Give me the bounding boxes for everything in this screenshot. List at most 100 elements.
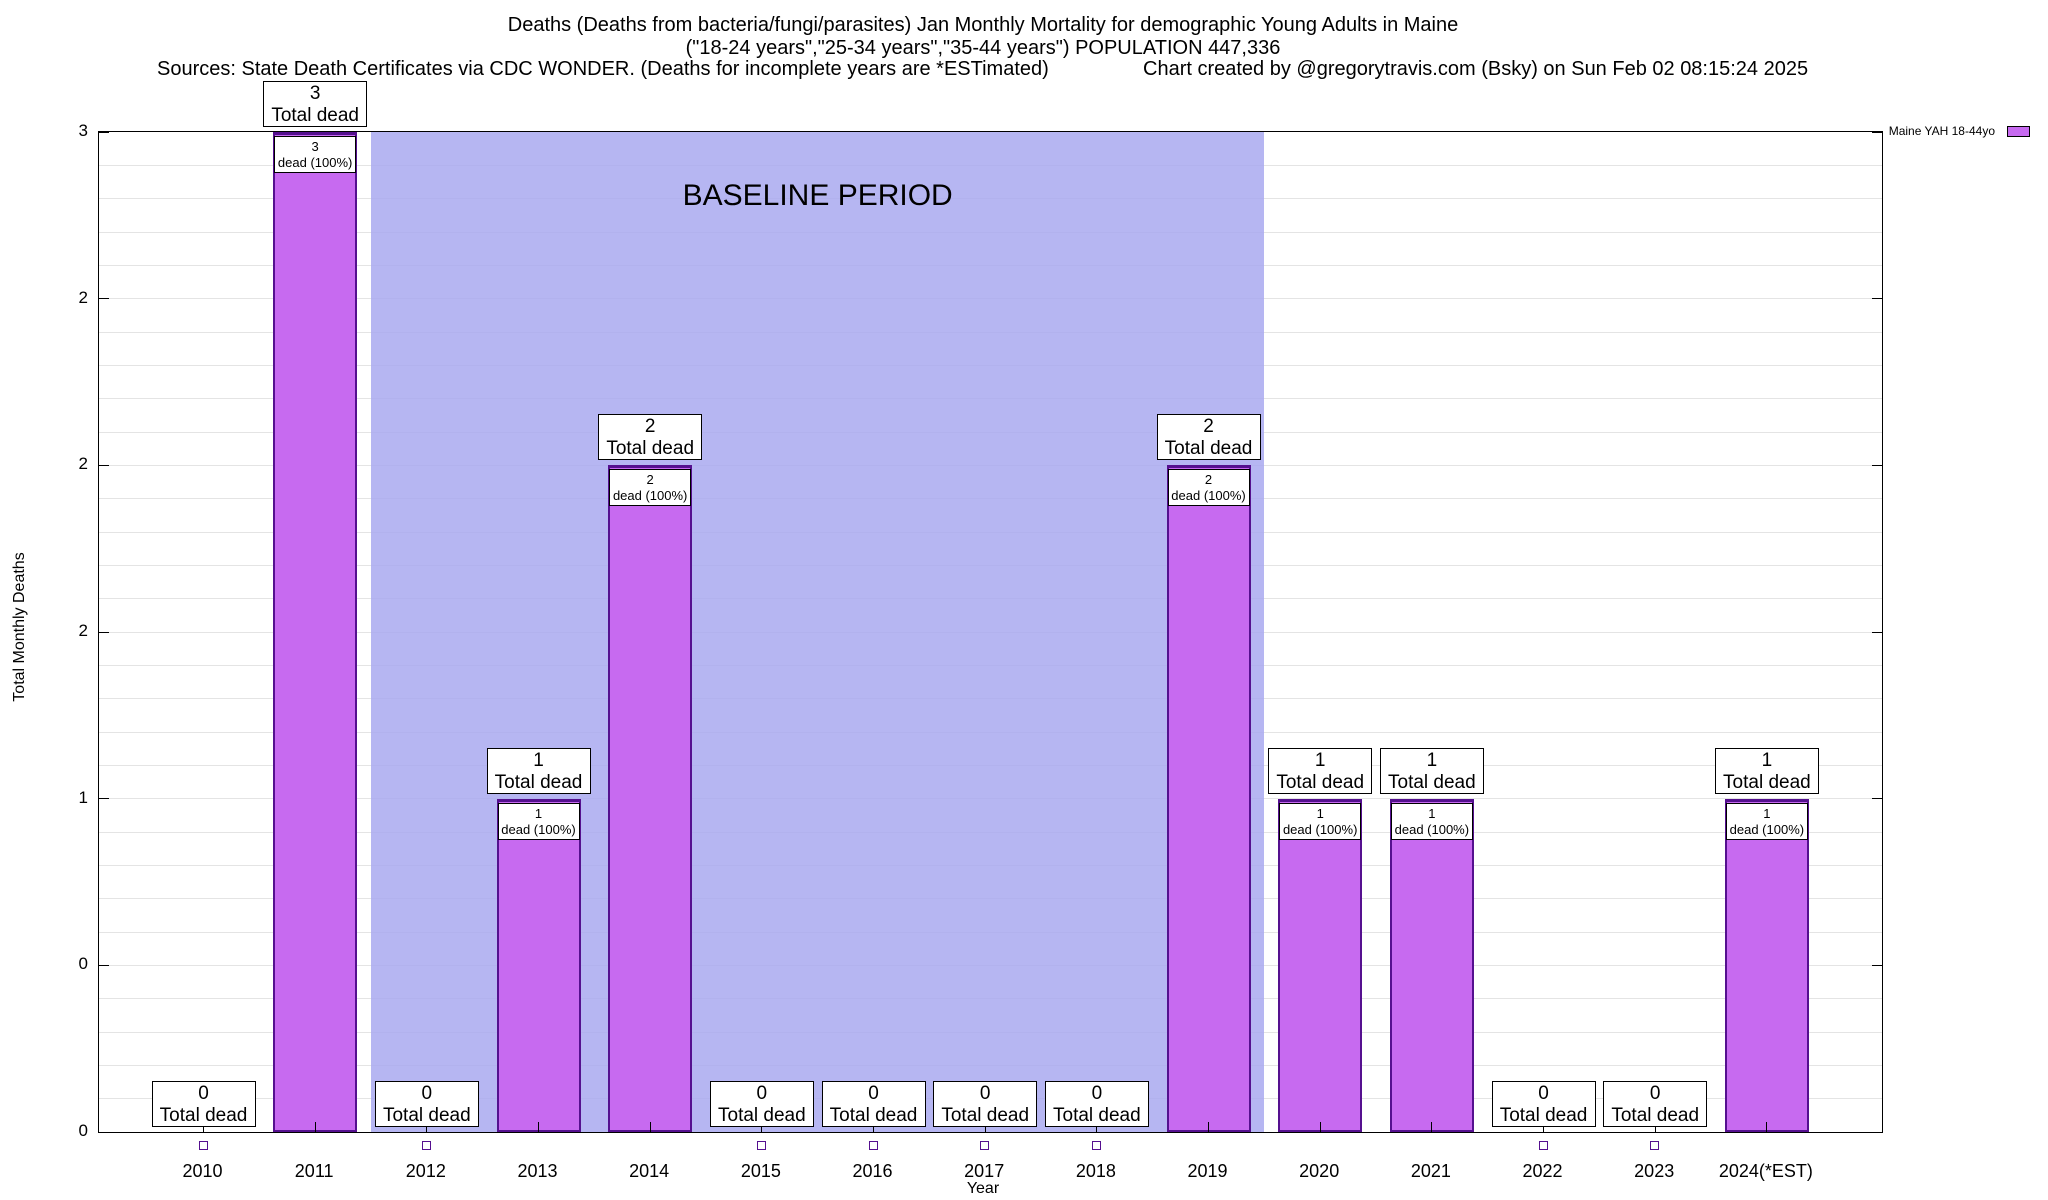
bar-inner-label: 1 dead (100%) — [497, 802, 580, 840]
bar-total-label-text: Total dead — [1499, 1105, 1588, 1126]
zero-value-marker — [756, 1141, 766, 1150]
x-tick-label: 2022 — [1522, 1161, 1563, 1181]
x-tick-mark — [1096, 1122, 1098, 1132]
chart-credit: Chart created by @gregorytravis.com (Bsk… — [1143, 58, 1809, 80]
x-tick-label: 2016 — [852, 1161, 893, 1181]
x-tick-mark — [1431, 1122, 1433, 1132]
x-tick-label: 2020 — [1299, 1161, 1340, 1181]
bar-inner-label-value: 3 — [311, 139, 319, 154]
bar-inner-label: 1 dead (100%) — [1725, 802, 1808, 840]
bar-total-label: 1 Total dead — [486, 747, 591, 794]
bar-total-label-value: 1 — [1314, 749, 1326, 771]
x-tick-mark — [1654, 1122, 1656, 1132]
y-tick-mark — [99, 298, 109, 300]
bar-total-label-text: Total dead — [494, 771, 583, 793]
bar-total-label-text: Total dead — [718, 1105, 806, 1126]
bar-inner-label: 2 dead (100%) — [1167, 469, 1250, 507]
bar-total-label-text: Total dead — [1723, 771, 1811, 793]
x-tick-mark — [649, 1122, 651, 1132]
bar-total-label: 3 Total dead — [263, 81, 368, 127]
bar-total-label: 2 Total dead — [1156, 414, 1261, 461]
zero-value-marker — [198, 1141, 208, 1150]
bar-total-label-value: 0 — [756, 1083, 768, 1104]
chart-sources: Sources: State Death Certificates via CD… — [157, 58, 1049, 80]
x-tick-mark — [1208, 1122, 1210, 1132]
plot-area: BASELINE PERIOD 0 Total dead 3 dead (100%) 3 T… — [98, 81, 1883, 1150]
x-tick-mark — [1319, 1122, 1321, 1132]
bar-inner-label-value: 2 — [646, 472, 654, 488]
bar-total-label-value: 0 — [1538, 1083, 1549, 1104]
bar-total-label: 0 Total dead — [374, 1081, 479, 1127]
x-tick-mark — [203, 1122, 204, 1132]
bar-total-label-value: 0 — [1649, 1083, 1661, 1104]
bar-inner-label-text: dead (100%) — [277, 155, 353, 170]
zero-value-marker — [980, 1141, 990, 1150]
bar-total-label-value: 0 — [1091, 1083, 1103, 1104]
bar-inner-label: 3 dead (100%) — [274, 136, 357, 173]
x-tick-label: 2011 — [294, 1161, 334, 1181]
bar-total-label: 0 Total dead — [1603, 1081, 1708, 1127]
bar-total-label: 1 Total dead — [1268, 747, 1373, 794]
baseline-period-label: BASELINE PERIOD — [682, 179, 953, 212]
y-tick-mark — [1872, 798, 1882, 800]
zero-value-marker — [421, 1141, 431, 1150]
bar-total-label-text: Total dead — [941, 1105, 1030, 1126]
bar-total-label-text: Total dead — [382, 1105, 471, 1126]
bar-total-label-text: Total dead — [159, 1105, 248, 1126]
bar-inner-label-text: dead (100%) — [1282, 821, 1358, 837]
data-bar — [1724, 798, 1809, 1132]
bar-inner-label-text: dead (100%) — [501, 821, 576, 837]
bar-total-label-text: Total dead — [1388, 771, 1476, 793]
x-tick-mark — [538, 1122, 539, 1132]
y-tick-label: 2 — [78, 287, 88, 307]
y-tick-label: 0 — [78, 954, 88, 974]
x-tick-label: 2018 — [1075, 1161, 1116, 1181]
data-bar — [273, 132, 358, 1132]
bar-total-label-value: 2 — [1203, 416, 1214, 438]
zero-value-marker — [1538, 1141, 1548, 1150]
bar-total-label-text: Total dead — [271, 105, 359, 126]
x-tick-label: 2017 — [964, 1161, 1005, 1181]
x-tick-label: 2013 — [517, 1161, 558, 1181]
bar-inner-label-value: 1 — [1428, 805, 1436, 821]
y-tick-mark — [1872, 964, 1882, 966]
x-tick-mark — [426, 1122, 428, 1132]
bar-inner-label-text: dead (100%) — [1729, 821, 1805, 837]
bar-total-label-value: 0 — [198, 1083, 209, 1104]
data-bar — [1166, 465, 1251, 1132]
bar-total-label-value: 0 — [868, 1083, 879, 1104]
y-tick-mark — [99, 464, 109, 466]
bar-inner-label-value: 2 — [1204, 472, 1213, 488]
y-tick-label: 3 — [78, 121, 88, 140]
legend-swatch-icon — [2007, 125, 2030, 137]
bar-inner-label-text: dead (100%) — [1171, 488, 1246, 504]
bar-total-label: 0 Total dead — [821, 1081, 926, 1127]
y-axis-title: Total Monthly Deaths — [11, 552, 28, 702]
bar-total-label-value: 1 — [1761, 749, 1773, 771]
data-bar — [1278, 798, 1363, 1132]
y-tick-mark — [1872, 1131, 1882, 1133]
x-tick-label: 2021 — [1410, 1161, 1451, 1181]
y-tick-label: 2 — [78, 621, 88, 640]
x-tick-mark — [984, 1122, 986, 1132]
bar-inner-label: 1 dead (100%) — [1390, 802, 1473, 840]
x-tick-label: 2012 — [405, 1161, 446, 1181]
bar-total-label: 0 Total dead — [1044, 1081, 1149, 1127]
y-tick-mark — [99, 131, 109, 133]
bar-total-label: 0 Total dead — [151, 1081, 256, 1127]
bar-total-label-text: Total dead — [1276, 771, 1365, 793]
y-tick-mark — [99, 964, 109, 966]
zero-value-marker — [868, 1141, 878, 1150]
bar-inner-label-text: dead (100%) — [612, 488, 688, 504]
bar-total-label: 0 Total dead — [709, 1081, 814, 1127]
bar-total-label: 1 Total dead — [1714, 747, 1819, 794]
bar-inner-label-text: dead (100%) — [1394, 821, 1470, 837]
zero-value-marker — [1091, 1141, 1101, 1150]
bar-inner-label-value: 1 — [1316, 805, 1324, 821]
x-tick-label: 2024(*EST) — [1718, 1161, 1813, 1181]
x-tick-mark — [1766, 1122, 1768, 1132]
bar-total-label: 0 Total dead — [1491, 1081, 1596, 1127]
bar-total-label-text: Total dead — [829, 1105, 918, 1126]
zero-value-marker — [1650, 1141, 1660, 1150]
